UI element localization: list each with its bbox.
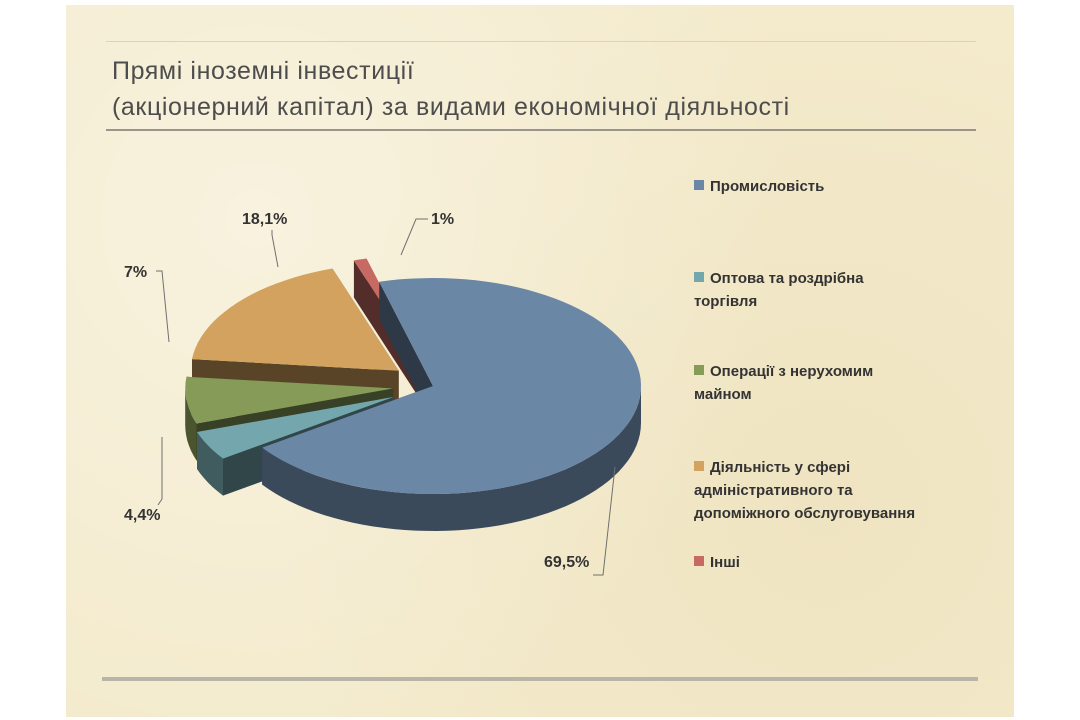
chart-title-line-2: (акціонерний капітал) за видами економіч… bbox=[112, 93, 790, 121]
leader-line-trade bbox=[157, 437, 163, 506]
legend-label-admin-services: Діяльність у сфері адміністративного та … bbox=[694, 459, 916, 522]
data-label-admin-services: 18,1% bbox=[242, 211, 287, 228]
pie-slice-wall-trade-1 bbox=[197, 396, 394, 469]
leader-line-industry bbox=[593, 466, 616, 576]
legend-item-industry: Промисловість bbox=[694, 175, 930, 198]
pie-slice-top-real-estate bbox=[185, 376, 394, 424]
legend-swatch-real-estate bbox=[694, 365, 704, 375]
data-label-industry: 69,5% bbox=[544, 554, 589, 571]
legend-label-industry: Промисловість bbox=[710, 178, 825, 195]
pie-slice-rim-trade-0 bbox=[197, 432, 223, 496]
title-divider bbox=[106, 129, 976, 131]
leader-line-other bbox=[400, 218, 428, 256]
chart-title: Прямі іноземні інвестиції (акціонерний к… bbox=[112, 53, 992, 125]
legend-swatch-trade bbox=[694, 272, 704, 282]
bottom-divider bbox=[102, 677, 978, 681]
legend-item-admin-services: Діяльність у сфері адміністративного та … bbox=[694, 456, 930, 525]
leader-line-real-estate bbox=[156, 270, 170, 343]
legend-item-other: Інші bbox=[694, 551, 930, 574]
data-label-other: 1% bbox=[431, 211, 454, 228]
legend-swatch-admin-services bbox=[694, 461, 704, 471]
pie-slice-top-industry bbox=[262, 278, 641, 494]
pie-chart: 69,5% 4,4% 7% 18,1% 1% bbox=[124, 211, 641, 576]
legend-label-real-estate: Операції з нерухомим майном bbox=[694, 363, 874, 403]
legend-item-trade: Оптова та роздрібна торгівля bbox=[694, 267, 930, 313]
chart-title-line-1: Прямі іноземні інвестиції bbox=[112, 57, 415, 85]
legend-label-trade: Оптова та роздрібна торгівля bbox=[694, 270, 864, 310]
slide-background: Прямі іноземні інвестиції (акціонерний к… bbox=[66, 5, 1014, 717]
legend-item-real-estate: Операції з нерухомим майном bbox=[694, 360, 930, 406]
legend-swatch-industry bbox=[694, 180, 704, 190]
pie-slice-top-admin-services bbox=[192, 268, 399, 371]
data-label-trade: 4,4% bbox=[124, 507, 160, 524]
top-divider bbox=[106, 41, 976, 42]
pie-slice-industry bbox=[262, 278, 641, 531]
data-label-real-estate: 7% bbox=[124, 264, 147, 281]
legend-label-other: Інші bbox=[710, 554, 740, 571]
pie-slice-top-trade bbox=[197, 396, 394, 459]
pie-slice-rim-real-estate-0 bbox=[185, 388, 197, 461]
legend-swatch-other bbox=[694, 556, 704, 566]
pie-slice-wall-industry-0 bbox=[379, 281, 433, 423]
leader-line-admin-services bbox=[271, 230, 279, 268]
pie-slice-rim-industry-0 bbox=[262, 386, 641, 531]
